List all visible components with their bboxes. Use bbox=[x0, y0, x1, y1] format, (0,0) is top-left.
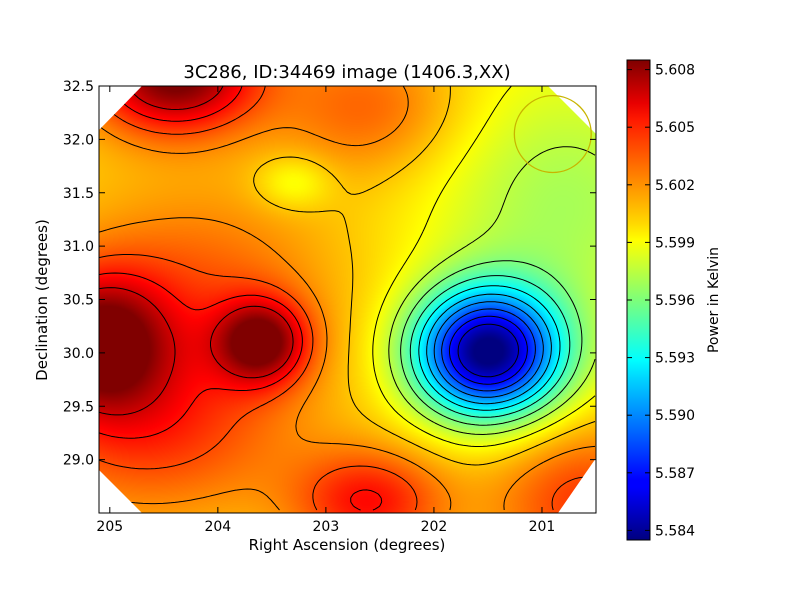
colorbar-tick-label: 5.599 bbox=[655, 235, 695, 251]
contour-line bbox=[448, 315, 528, 385]
colorbar-label: Power in Kelvin bbox=[706, 247, 722, 353]
x-axis-label: Right Ascension (degrees) bbox=[249, 536, 446, 554]
y-tick-label: 32.5 bbox=[63, 79, 94, 95]
contour-line bbox=[372, 86, 596, 447]
y-tick-label: 29.5 bbox=[63, 399, 94, 415]
contour-line bbox=[388, 146, 596, 435]
chart-title: 3C286, ID:34469 image (1406.3,XX) bbox=[183, 62, 510, 83]
beam-marker bbox=[513, 94, 592, 174]
contour-line bbox=[433, 301, 544, 398]
contour-line bbox=[253, 86, 596, 466]
contour-lines bbox=[99, 86, 596, 511]
y-axis-label: Declination (degrees) bbox=[33, 219, 51, 381]
heatmap-image bbox=[99, 86, 596, 513]
y-tick-label: 32.0 bbox=[63, 132, 94, 148]
colorbar-tick-label: 5.593 bbox=[655, 351, 695, 367]
colorbar-ticks: 5.584 5.587 5.590 5.593 5.596 5.599 5.602 5.605… bbox=[627, 63, 695, 539]
contour-line bbox=[99, 86, 596, 511]
y-tick-label: 31.0 bbox=[63, 239, 94, 255]
colorbar-tick-label: 5.608 bbox=[655, 63, 695, 79]
colorbar-tick-label: 5.596 bbox=[655, 293, 695, 309]
x-axis: 205 204 203 202 201 bbox=[96, 86, 555, 535]
contour-line bbox=[457, 323, 519, 378]
heatmap-area bbox=[99, 86, 596, 513]
colorbar-tick-label: 5.587 bbox=[655, 466, 695, 482]
colorbar-tick-label: 5.602 bbox=[655, 178, 695, 194]
contour-line bbox=[409, 275, 571, 418]
colorbar-tick-label: 5.590 bbox=[655, 408, 695, 424]
contour-line bbox=[400, 260, 583, 426]
colorbar-tick-label: 5.584 bbox=[655, 523, 695, 539]
x-tick-label: 201 bbox=[529, 519, 556, 535]
colorbar-tick-label: 5.605 bbox=[655, 120, 695, 136]
y-tick-label: 29.0 bbox=[63, 453, 94, 469]
y-tick-label: 30.5 bbox=[63, 293, 94, 309]
x-tick-label: 202 bbox=[421, 519, 448, 535]
x-tick-label: 205 bbox=[96, 519, 123, 535]
y-tick-label: 31.5 bbox=[63, 186, 94, 202]
x-tick-label: 204 bbox=[204, 519, 231, 535]
contour-line bbox=[99, 86, 596, 511]
y-axis: 29.0 29.5 30.0 30.5 31.0 31.5 32.0 32.5 bbox=[63, 79, 596, 469]
contour-line bbox=[441, 308, 536, 392]
contour-line bbox=[418, 285, 561, 411]
y-tick-label: 30.0 bbox=[63, 346, 94, 362]
contour-line bbox=[426, 293, 552, 405]
x-tick-label: 203 bbox=[313, 519, 340, 535]
